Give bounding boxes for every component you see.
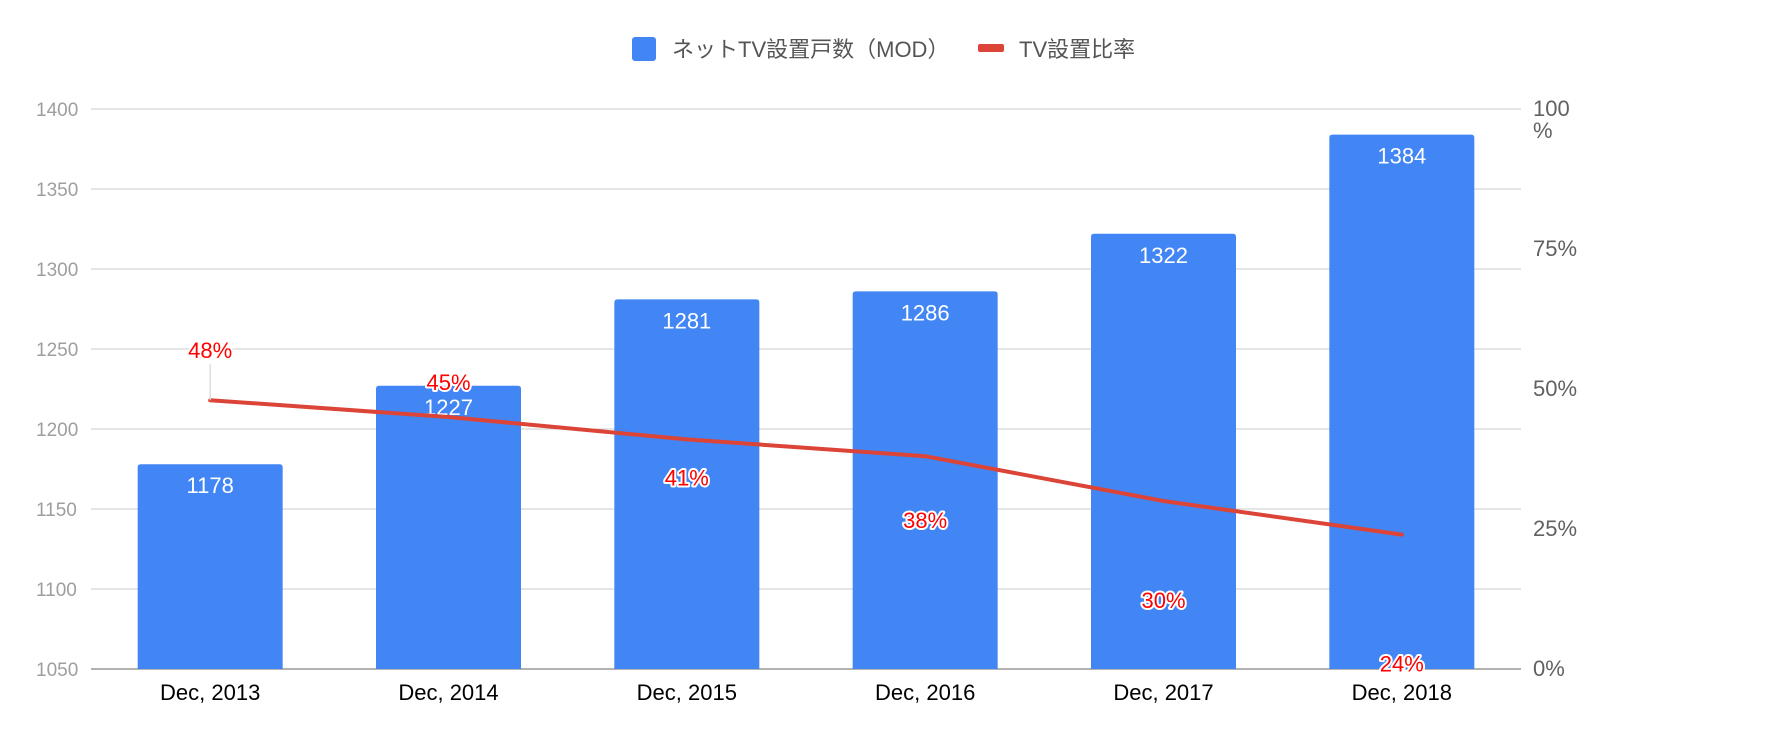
legend-swatch-line[interactable] [978, 44, 1004, 52]
x-tick-label: Dec, 2018 [1352, 680, 1452, 705]
x-axis: Dec, 2013 Dec, 2014 Dec, 2015 Dec, 2016 Dec,… [160, 680, 1452, 705]
x-tick-label: Dec, 2016 [875, 680, 975, 705]
line-value-label: 45% [426, 370, 470, 395]
bar[interactable] [852, 291, 998, 669]
bar-value-label: 1178 [187, 473, 234, 498]
bar[interactable] [1091, 233, 1236, 670]
left-tick-label: 1250 [36, 340, 78, 361]
line-value-label: 24% [1380, 652, 1424, 677]
bar[interactable] [376, 385, 521, 669]
x-tick-label: Dec, 2017 [1113, 680, 1213, 705]
right-tick-label: 75% [1533, 236, 1577, 261]
bar[interactable] [137, 464, 283, 669]
left-tick-label: 1100 [36, 580, 77, 601]
line-value-label: 41% [665, 465, 709, 490]
right-tick-label: 100% [1533, 96, 1570, 143]
left-tick-label: 1050 [36, 660, 78, 681]
left-tick-label: 1300 [36, 260, 78, 281]
line-series: 48% 45% 41% 38% 30% 24% [186, 336, 1426, 678]
line-path[interactable] [208, 398, 1404, 537]
line-value-label: 30% [1141, 588, 1185, 613]
line-value-label: 48% [188, 338, 232, 363]
bar[interactable] [1329, 134, 1475, 670]
right-axis: 0% 25% 50% 75% 100% [1533, 96, 1577, 681]
x-tick-label: Dec, 2013 [160, 680, 260, 705]
bar-value-label: 1322 [1139, 243, 1188, 268]
legend: ネットTV設置戸数（MOD） TV設置比率 [632, 37, 1135, 62]
left-tick-label: 1350 [36, 180, 78, 201]
left-axis: 1050 1100 1150 1200 1250 1300 1350 1400 [36, 100, 78, 681]
bar-value-label: 1286 [901, 300, 950, 325]
bar[interactable] [614, 299, 760, 669]
left-tick-label: 1400 [36, 100, 78, 121]
line-value-label: 38% [903, 508, 947, 533]
right-tick-label: 50% [1533, 376, 1577, 401]
x-tick-label: Dec, 2014 [398, 680, 498, 705]
bar-value-label: 1384 [1377, 144, 1426, 169]
gridlines [91, 108, 1521, 670]
x-tick-label: Dec, 2015 [637, 680, 737, 705]
legend-label-bar[interactable]: ネットTV設置戸数（MOD） [672, 37, 949, 62]
bar-value-label: 1281 [662, 308, 711, 333]
legend-label-line[interactable]: TV設置比率 [1019, 37, 1135, 62]
right-tick-label: 0% [1533, 656, 1565, 681]
legend-swatch-bar[interactable] [632, 37, 656, 61]
left-tick-label: 1200 [36, 420, 78, 441]
right-tick-label: 25% [1533, 516, 1577, 541]
left-tick-label: 1150 [36, 500, 77, 521]
